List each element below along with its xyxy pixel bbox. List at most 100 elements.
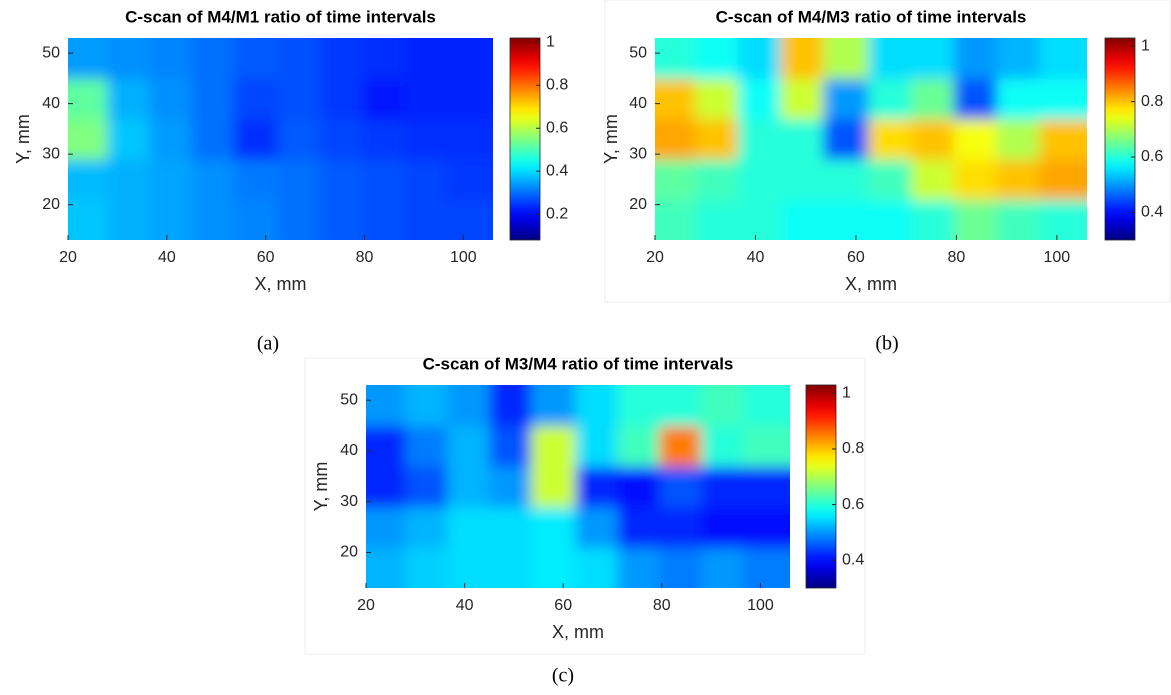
heatmap-cell bbox=[868, 78, 912, 120]
heatmap-cell bbox=[953, 38, 998, 79]
y-tick-label: 40 bbox=[629, 95, 647, 112]
heatmap bbox=[366, 385, 790, 588]
colorbar-tick-label: 1 bbox=[842, 385, 851, 402]
heatmap-cell bbox=[996, 78, 1040, 120]
heatmap-cell bbox=[868, 199, 912, 240]
heatmap-cell bbox=[107, 118, 151, 160]
heatmap-cell bbox=[447, 425, 490, 467]
heatmap-cell bbox=[659, 506, 702, 548]
heatmap-cell bbox=[278, 118, 321, 160]
heatmap-cell bbox=[233, 38, 279, 79]
heatmap-cell bbox=[823, 78, 869, 120]
heatmap-cell bbox=[701, 385, 744, 427]
heatmap-cell bbox=[404, 199, 447, 240]
heatmap-cell bbox=[278, 159, 321, 201]
heatmap-cell bbox=[743, 547, 790, 588]
x-axis-label: X, mm bbox=[845, 274, 897, 294]
heatmap-cell bbox=[446, 118, 493, 160]
caption: (a) bbox=[257, 333, 279, 355]
x-tick-label: 80 bbox=[947, 249, 965, 266]
heatmap-cell bbox=[446, 159, 493, 201]
heatmap-cell bbox=[446, 199, 493, 240]
y-tick-label: 40 bbox=[42, 95, 60, 112]
heatmap-cell bbox=[149, 78, 193, 120]
colorbar-tick-label: 0.6 bbox=[546, 119, 568, 136]
heatmap-cell bbox=[617, 547, 660, 588]
y-tick-label: 30 bbox=[629, 145, 647, 162]
heatmap-cell bbox=[701, 425, 744, 467]
heatmap-cell bbox=[655, 159, 696, 201]
heatmap-cell bbox=[701, 547, 744, 588]
heatmap-cell bbox=[996, 159, 1040, 201]
heatmap-cell bbox=[737, 38, 782, 79]
heatmap-cell bbox=[575, 385, 618, 427]
heatmap-cell bbox=[278, 199, 321, 240]
heatmap-cell bbox=[405, 547, 448, 588]
caption: (b) bbox=[875, 333, 898, 355]
x-tick-label: 40 bbox=[456, 597, 474, 614]
heatmap-cell bbox=[737, 118, 782, 160]
heatmap-cell bbox=[655, 118, 696, 160]
heatmap-cell bbox=[447, 466, 490, 508]
heatmap-cell bbox=[107, 199, 151, 240]
heatmap-cells bbox=[655, 38, 1087, 240]
heatmap-cell bbox=[575, 506, 618, 548]
heatmap-cell bbox=[362, 199, 405, 240]
colorbar bbox=[805, 384, 837, 589]
heatmap-cell bbox=[149, 38, 193, 79]
x-tick-label: 80 bbox=[356, 249, 374, 266]
heatmap-cell bbox=[780, 159, 824, 201]
heatmap-cell bbox=[446, 78, 493, 120]
x-tick-label: 20 bbox=[357, 597, 375, 614]
heatmap-cell bbox=[191, 78, 235, 120]
y-tick-label: 30 bbox=[42, 145, 60, 162]
x-tick-label: 100 bbox=[450, 249, 477, 266]
chart-title: C-scan of M3/M4 ratio of time intervals bbox=[423, 354, 734, 373]
heatmap-cell bbox=[823, 159, 869, 201]
heatmap-cell bbox=[655, 199, 696, 240]
colorbar-tick-label: 0.4 bbox=[842, 551, 864, 568]
heatmap-cell bbox=[404, 118, 447, 160]
x-tick-label: 100 bbox=[747, 597, 774, 614]
colorbar-tick-label: 0.8 bbox=[546, 76, 568, 93]
heatmap-cell bbox=[233, 118, 279, 160]
heatmap-cell bbox=[737, 199, 782, 240]
heatmap-cell bbox=[575, 466, 618, 508]
colorbar-tick-label: 0.6 bbox=[1141, 148, 1163, 165]
heatmap-cell bbox=[68, 38, 109, 79]
heatmap-cell bbox=[953, 118, 998, 160]
heatmap-cell bbox=[996, 199, 1040, 240]
heatmap-cell bbox=[404, 78, 447, 120]
y-tick-label: 20 bbox=[42, 196, 60, 213]
heatmap-cell bbox=[617, 385, 660, 427]
heatmap-cell bbox=[531, 506, 577, 548]
heatmap-cell bbox=[233, 199, 279, 240]
colorbar-tick-label: 0.8 bbox=[1141, 93, 1163, 110]
heatmap-cell bbox=[68, 78, 109, 120]
x-tick-label: 40 bbox=[158, 249, 176, 266]
y-tick-label: 20 bbox=[629, 196, 647, 213]
heatmap-cell bbox=[659, 385, 702, 427]
heatmap-cell bbox=[737, 159, 782, 201]
heatmap-cell bbox=[911, 118, 955, 160]
heatmap-cell bbox=[868, 159, 912, 201]
heatmap-cell bbox=[362, 118, 405, 160]
y-tick-label: 20 bbox=[340, 544, 358, 561]
heatmap-cell bbox=[405, 425, 448, 467]
heatmap-cell bbox=[575, 425, 618, 467]
heatmap-cell bbox=[191, 38, 235, 79]
x-tick-label: 60 bbox=[554, 597, 572, 614]
y-axis-label: Y, mm bbox=[13, 114, 33, 164]
heatmap-cell bbox=[701, 506, 744, 548]
colorbar-tick-label: 0.8 bbox=[842, 440, 864, 457]
heatmap-cell bbox=[366, 385, 406, 427]
colorbar-tick-label: 1 bbox=[546, 34, 555, 51]
heatmap-cell bbox=[447, 506, 490, 548]
heatmap-cell bbox=[780, 199, 824, 240]
heatmap-cell bbox=[695, 159, 739, 201]
heatmap-cell bbox=[953, 199, 998, 240]
heatmap-cell bbox=[953, 159, 998, 201]
y-axis-label: Y, mm bbox=[311, 462, 331, 512]
heatmap-cell bbox=[320, 159, 363, 201]
heatmap-cell bbox=[191, 159, 235, 201]
